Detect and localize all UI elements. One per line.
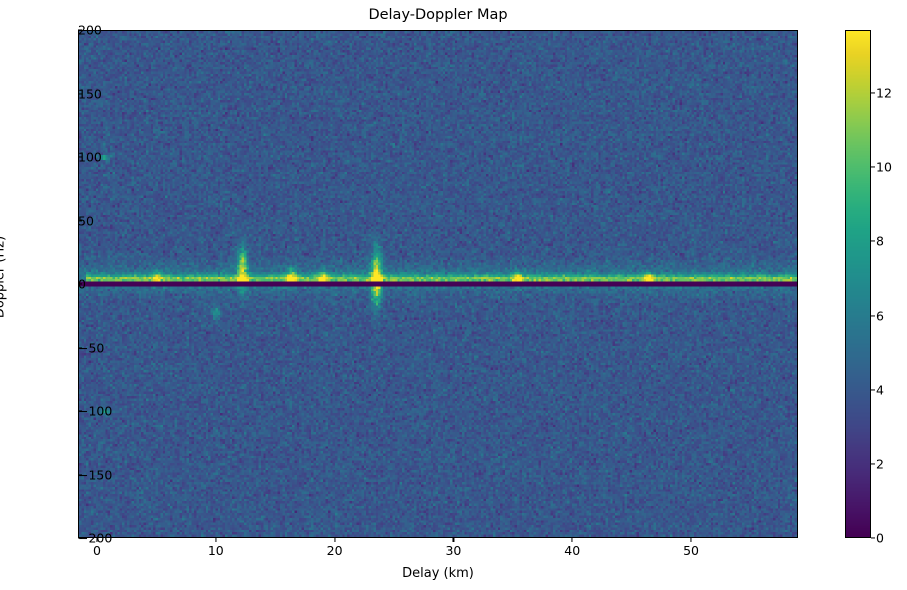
colorbar-tick-mark — [871, 240, 875, 242]
y-axis-tick-mark — [78, 283, 82, 285]
colorbar-tick-label: 12 — [876, 85, 892, 101]
y-axis-tick-mark — [78, 29, 82, 31]
colorbar-tick-mark — [871, 314, 875, 317]
x-axis-tick-mark — [690, 538, 692, 542]
y-axis-tick-mark — [78, 92, 82, 95]
y-axis-label: Doppler (Hz) — [0, 235, 8, 319]
x-axis-tick-mark — [571, 538, 573, 542]
y-axis-tick-mark — [78, 537, 82, 539]
delay-doppler-heatmap-image — [79, 31, 797, 537]
colorbar-tick-mark — [871, 166, 875, 168]
colorbar-tick-label: 0 — [876, 530, 884, 546]
colorbar-tick-label: 10 — [876, 159, 892, 175]
x-axis-tick-label: 0 — [93, 543, 101, 558]
x-axis-tick-mark — [215, 538, 217, 542]
colorbar-tick-mark — [871, 463, 875, 465]
x-axis-tick-label: 30 — [445, 543, 462, 558]
x-axis-tick-label: 10 — [207, 543, 224, 558]
x-axis-tick-label: 40 — [564, 543, 581, 558]
y-axis-tick-mark — [78, 219, 82, 222]
colorbar-tick-label: 4 — [876, 382, 884, 398]
x-axis-tick-label: 50 — [683, 543, 700, 558]
x-axis-label: Delay (km) — [402, 566, 474, 581]
chart-title: Delay-Doppler Map — [368, 7, 508, 23]
y-axis-tick-mark — [78, 156, 82, 158]
colorbar-tick-mark — [871, 537, 875, 539]
colorbar-tick-label: 6 — [876, 308, 884, 324]
x-axis-tick-mark — [452, 538, 454, 542]
y-axis-tick-mark — [78, 473, 82, 476]
x-axis-tick-mark — [334, 538, 336, 542]
colorbar-tick-label: 8 — [876, 233, 884, 249]
y-axis-tick-mark — [78, 346, 82, 349]
colorbar-tick-mark — [871, 92, 875, 94]
x-axis-tick-label: 20 — [326, 543, 343, 558]
colorbar-tick-label: 2 — [876, 456, 884, 472]
x-axis-tick-mark — [96, 538, 98, 542]
colorbar — [845, 30, 871, 538]
heatmap-plot-area — [78, 30, 798, 538]
y-axis-tick-mark — [78, 410, 82, 412]
colorbar-tick-mark — [871, 389, 875, 391]
